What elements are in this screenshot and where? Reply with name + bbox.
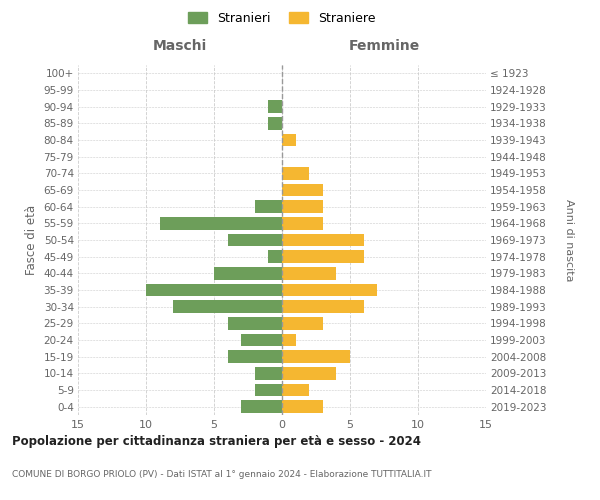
Bar — [227, 234, 282, 246]
Text: Popolazione per cittadinanza straniera per età e sesso - 2024: Popolazione per cittadinanza straniera p… — [12, 435, 421, 448]
Bar — [268, 117, 282, 130]
Bar — [255, 200, 282, 213]
Bar — [282, 284, 377, 296]
Bar — [214, 267, 282, 280]
Bar — [282, 367, 337, 380]
Bar — [146, 284, 282, 296]
Bar — [282, 250, 364, 263]
Text: COMUNE DI BORGO PRIOLO (PV) - Dati ISTAT al 1° gennaio 2024 - Elaborazione TUTTI: COMUNE DI BORGO PRIOLO (PV) - Dati ISTAT… — [12, 470, 431, 479]
Bar — [268, 100, 282, 113]
Bar — [255, 367, 282, 380]
Bar — [282, 317, 323, 330]
Bar — [282, 184, 323, 196]
Legend: Stranieri, Straniere: Stranieri, Straniere — [185, 8, 379, 28]
Bar — [282, 200, 323, 213]
Bar — [268, 250, 282, 263]
Bar — [227, 350, 282, 363]
Y-axis label: Fasce di età: Fasce di età — [25, 205, 38, 275]
Bar — [160, 217, 282, 230]
Bar — [282, 134, 296, 146]
Bar — [282, 234, 364, 246]
Bar — [282, 217, 323, 230]
Bar — [255, 384, 282, 396]
Bar — [227, 317, 282, 330]
Text: Femmine: Femmine — [349, 40, 419, 54]
Bar — [282, 267, 337, 280]
Bar — [241, 334, 282, 346]
Y-axis label: Anni di nascita: Anni di nascita — [563, 198, 574, 281]
Bar — [241, 400, 282, 413]
Bar — [282, 384, 309, 396]
Bar — [173, 300, 282, 313]
Bar — [282, 167, 309, 179]
Bar — [282, 334, 296, 346]
Bar — [282, 400, 323, 413]
Bar — [282, 300, 364, 313]
Text: Maschi: Maschi — [153, 40, 207, 54]
Bar — [282, 350, 350, 363]
